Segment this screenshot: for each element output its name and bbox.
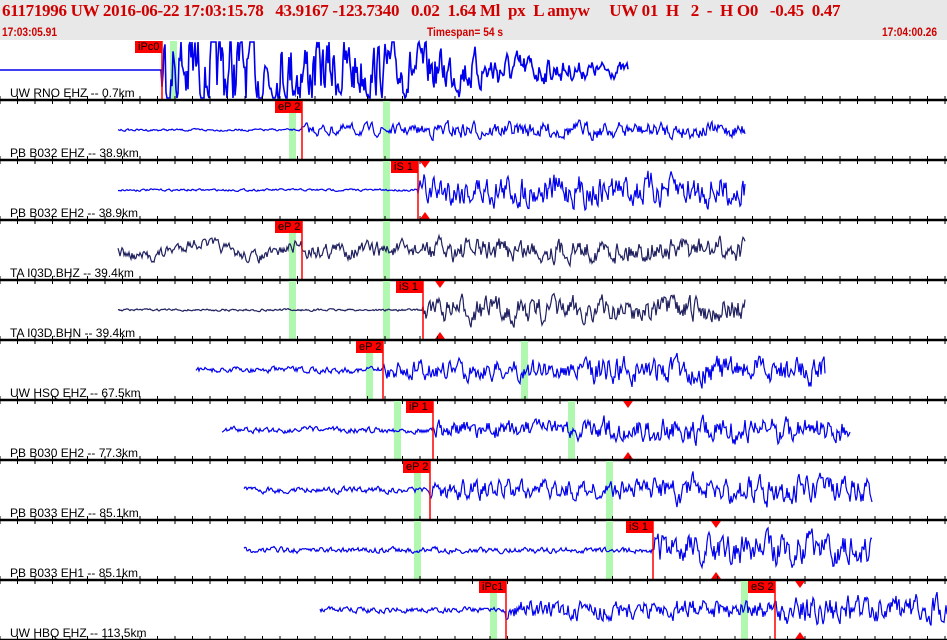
waveform-trace [221, 414, 851, 446]
pick-label[interactable]: eP 2 [403, 461, 430, 473]
end-time: 17:04:00.26 [882, 25, 938, 39]
channel-label: PB B033 EHZ -- 85.1km [10, 506, 139, 520]
waveform-trace [117, 292, 746, 328]
amplitude-marker-bottom-icon [711, 572, 721, 579]
trace-panel[interactable] [0, 101, 947, 164]
trace-panel[interactable] [0, 341, 947, 404]
pick-label[interactable]: iS 1 [391, 161, 418, 173]
event-header: 61171996 UW 2016-06-22 17:03:15.78 43.91… [0, 0, 947, 40]
waveform-trace [117, 170, 746, 212]
waveform-trace [195, 352, 826, 389]
phase-window [366, 341, 373, 400]
channel-label: UW HBQ EHZ -- 113.5km [10, 626, 147, 640]
amplitude-marker-bottom-icon [420, 212, 430, 219]
phase-window [414, 461, 421, 520]
trace-panel[interactable] [0, 581, 947, 640]
amplitude-marker-top-icon [435, 281, 445, 288]
trace-panel[interactable] [0, 281, 947, 344]
phase-window [394, 401, 401, 460]
amplitude-marker-bottom-icon [435, 332, 445, 339]
pick-label[interactable]: eP 2 [356, 341, 383, 353]
trace-panel[interactable] [0, 221, 947, 284]
waveform-trace [117, 119, 746, 142]
amplitude-marker-top-icon [711, 521, 721, 528]
phase-window [170, 41, 177, 100]
pick-label[interactable]: eP 2 [275, 221, 302, 233]
amplitude-marker-bottom-icon [795, 632, 805, 639]
phase-window [414, 521, 421, 580]
channel-label: PB B032 EHZ -- 38.9km [10, 146, 139, 160]
waveform-trace [0, 40, 629, 100]
event-summary: 61171996 UW 2016-06-22 17:03:15.78 43.91… [2, 1, 841, 20]
channel-label: UW HSQ EHZ -- 67.5km [10, 386, 141, 400]
timespan: Timespan= 54 s [427, 25, 504, 39]
trace-panel[interactable] [0, 521, 947, 584]
trace-panel[interactable] [0, 461, 947, 524]
amplitude-marker-top-icon [623, 401, 633, 408]
start-time: 17:03:05.91 [2, 25, 58, 39]
phase-window [741, 581, 748, 640]
amplitude-marker-top-icon [420, 161, 430, 168]
pick-label[interactable]: eP 2 [275, 101, 302, 113]
trace-panel[interactable] [0, 161, 947, 224]
pick-label[interactable]: iPc1 [479, 581, 506, 593]
pick-label[interactable]: eS 2 [748, 581, 775, 593]
waveform-trace [243, 526, 873, 570]
trace-panel[interactable] [0, 401, 947, 464]
channel-label: PB B030 EH2 -- 77.3km [10, 446, 139, 460]
pick-label[interactable]: iS 1 [396, 281, 423, 293]
waveform-trace [117, 233, 746, 268]
amplitude-marker-bottom-icon [623, 452, 633, 459]
channel-label: TA I03D.BHN -- 39.4km [10, 326, 136, 340]
pick-label[interactable]: iS 1 [626, 521, 653, 533]
waveform-trace [319, 591, 947, 626]
pick-label[interactable]: iP 1 [406, 401, 433, 413]
phase-window [606, 461, 613, 520]
channel-label: PB B032 EH2 -- 38.9km [10, 206, 139, 220]
channel-label: UW RNO EHZ -- 0.7km [10, 86, 135, 100]
trace-panel[interactable] [0, 40, 947, 104]
seismogram-panels[interactable] [0, 40, 947, 640]
waveform-trace [243, 471, 873, 508]
channel-label: PB B033 EH1 -- 85.1km [10, 566, 139, 580]
pick-label[interactable]: iPc0 [135, 41, 162, 53]
phase-window [490, 581, 497, 640]
channel-label: TA I03D.BHZ -- 39.4km [10, 266, 134, 280]
phase-window [568, 401, 575, 460]
amplitude-marker-top-icon [795, 581, 805, 588]
